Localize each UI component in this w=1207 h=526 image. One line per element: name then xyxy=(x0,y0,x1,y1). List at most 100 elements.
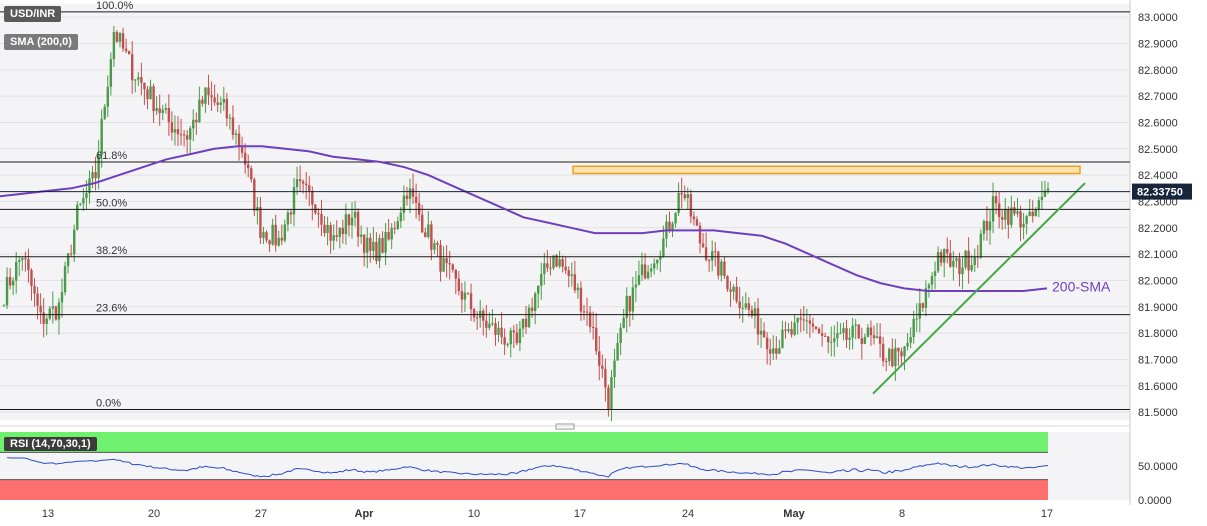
candle-body xyxy=(888,348,891,362)
candle-body xyxy=(634,284,638,288)
candle-body xyxy=(88,178,91,194)
candle-body xyxy=(582,311,586,313)
candle-body xyxy=(207,87,210,96)
candle-body xyxy=(24,258,27,260)
candle-body xyxy=(527,307,531,328)
candle-body xyxy=(79,203,82,205)
candle-body xyxy=(805,320,809,322)
resistance-zone xyxy=(572,165,1081,175)
candle-body xyxy=(772,348,775,354)
candle-body xyxy=(720,261,723,276)
candle-body xyxy=(698,225,702,244)
y-tick-label: 81.5000 xyxy=(1138,407,1178,419)
candle-body xyxy=(900,351,903,357)
candle-body xyxy=(286,212,290,225)
x-tick-label: 20 xyxy=(148,508,160,520)
candle-body xyxy=(799,317,802,320)
candle-body xyxy=(756,308,760,335)
candle-body xyxy=(863,336,867,344)
candle-body xyxy=(421,214,424,233)
candle-body xyxy=(109,59,113,87)
candle-body xyxy=(69,253,73,255)
candle-body xyxy=(198,99,201,123)
candle-body xyxy=(332,235,335,241)
candle-body xyxy=(433,243,436,250)
candle-body xyxy=(500,327,503,338)
candle-body xyxy=(5,277,9,306)
candle-body xyxy=(341,227,345,235)
candle-body xyxy=(384,232,387,253)
fib-label: 50.0% xyxy=(96,197,127,209)
candle-body xyxy=(353,211,357,218)
support-trendline xyxy=(872,182,1086,395)
candle-body xyxy=(854,324,857,326)
candle-body xyxy=(158,108,161,114)
candle-body xyxy=(521,318,525,329)
candle-body xyxy=(161,109,164,114)
candle-body xyxy=(176,129,180,135)
candle-body xyxy=(631,287,635,312)
candle-body xyxy=(738,301,741,309)
candle-body xyxy=(613,360,616,378)
candle-body xyxy=(991,196,995,222)
candle-body xyxy=(399,212,403,222)
candle-body xyxy=(1043,190,1047,197)
candle-body xyxy=(729,289,732,292)
candle-body xyxy=(732,286,735,292)
candle-body xyxy=(973,256,976,266)
candle-body xyxy=(512,330,515,333)
candle-body xyxy=(692,216,696,220)
candle-body xyxy=(827,336,830,343)
candle-body xyxy=(955,258,958,261)
candle-body xyxy=(66,253,70,267)
candle-body xyxy=(814,326,818,329)
symbol-badge[interactable]: USD/INR xyxy=(4,6,62,22)
candle-body xyxy=(396,221,399,229)
candle-body xyxy=(717,251,720,276)
candle-body xyxy=(714,251,717,253)
candle-body xyxy=(704,247,708,261)
candle-body xyxy=(619,327,622,344)
y-tick-label: 82.1000 xyxy=(1138,249,1178,261)
candle-body xyxy=(961,267,964,275)
y-tick-label: 81.9000 xyxy=(1138,302,1178,314)
candle-body xyxy=(537,285,540,294)
candle-body xyxy=(344,214,348,235)
candle-body xyxy=(546,263,549,268)
candle-body xyxy=(836,333,839,339)
candle-body xyxy=(164,108,167,110)
candle-body xyxy=(775,348,778,354)
candle-body xyxy=(982,221,986,234)
candle-body xyxy=(137,77,140,80)
rsi-badge[interactable]: RSI (14,70,30,1) xyxy=(4,437,97,451)
candle-body xyxy=(393,227,396,229)
candle-body xyxy=(11,280,15,286)
candle-body xyxy=(427,224,430,238)
candle-body xyxy=(683,194,686,199)
candle-body xyxy=(216,102,219,105)
candle-body xyxy=(414,196,418,203)
candle-body xyxy=(668,221,671,231)
candle-body xyxy=(726,275,729,290)
candle-body xyxy=(765,337,769,350)
candle-body xyxy=(97,154,100,179)
rsi-overbought-zone xyxy=(0,432,1048,453)
candle-body xyxy=(985,221,989,231)
candle-body xyxy=(637,275,641,285)
candle-body xyxy=(866,327,870,337)
candle-body xyxy=(488,323,491,328)
fib-label: 100.0% xyxy=(96,0,134,12)
candle-body xyxy=(192,119,195,129)
candle-body xyxy=(924,288,928,308)
candle-body xyxy=(1046,188,1050,191)
candle-body xyxy=(131,54,134,81)
candle-body xyxy=(857,324,860,339)
x-tick-label: 17 xyxy=(574,508,586,520)
panel-splitter-handle xyxy=(555,423,575,430)
candle-body xyxy=(1025,216,1028,224)
candle-body xyxy=(329,225,332,241)
candle-body xyxy=(964,250,967,268)
indicator-badge[interactable]: SMA (200,0) xyxy=(4,34,78,50)
candle-body xyxy=(411,188,415,197)
candle-body xyxy=(134,79,137,81)
